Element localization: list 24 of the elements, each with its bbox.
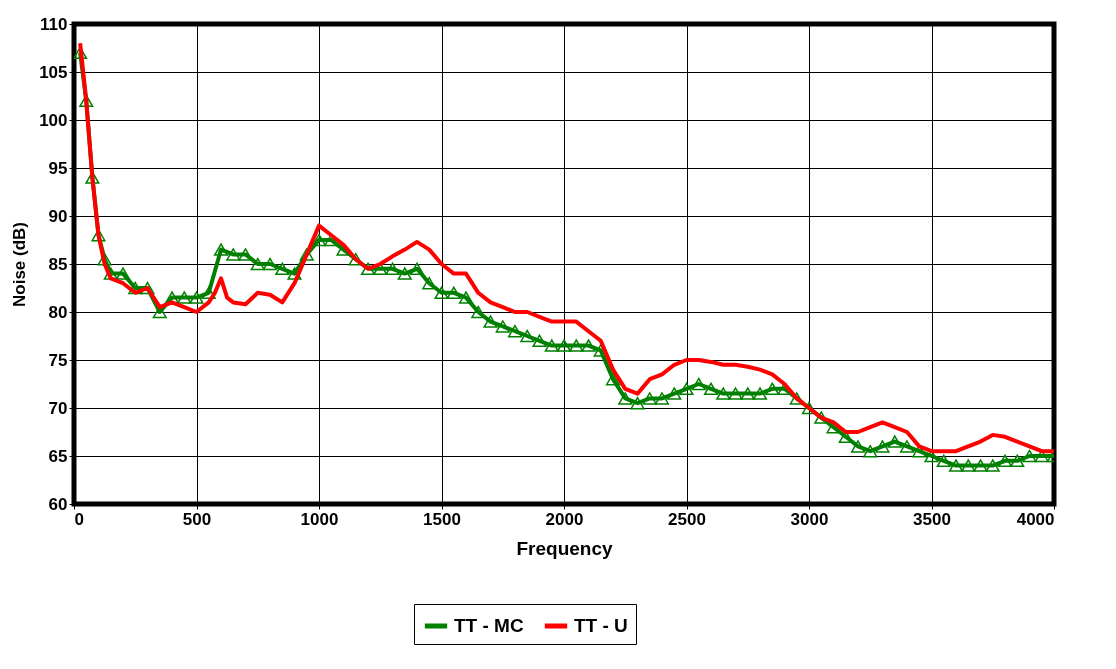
y-tick-label: 70	[48, 398, 68, 418]
y-tick-label: 90	[48, 206, 68, 226]
legend-label: TT - U	[574, 615, 628, 636]
y-tick-label: 80	[48, 302, 68, 322]
x-tick-label: 2500	[668, 509, 706, 529]
x-tick-label: 1500	[423, 509, 461, 529]
x-tick-label: 500	[182, 509, 212, 529]
x-tick-label: 2000	[545, 509, 584, 529]
y-tick-label: 85	[48, 254, 68, 274]
y-tick-label: 95	[48, 158, 68, 178]
x-axis-title: Frequency	[516, 537, 613, 559]
y-tick-label: 105	[39, 62, 68, 82]
y-tick-label: 100	[39, 110, 68, 130]
x-tick-label: 4000	[1016, 509, 1055, 529]
y-tick-label: 110	[40, 14, 68, 34]
y-axis-title: Noise (dB)	[10, 222, 30, 307]
y-tick-label: 60	[48, 494, 68, 514]
y-tick-label: 75	[48, 350, 68, 370]
x-tick-label: 1000	[300, 509, 339, 529]
x-tick-label: 0	[74, 509, 84, 529]
y-tick-label: 65	[48, 446, 68, 466]
x-tick-label: 3500	[913, 509, 951, 529]
legend-label: TT - MC	[454, 615, 524, 636]
x-tick-label: 3000	[790, 509, 829, 529]
